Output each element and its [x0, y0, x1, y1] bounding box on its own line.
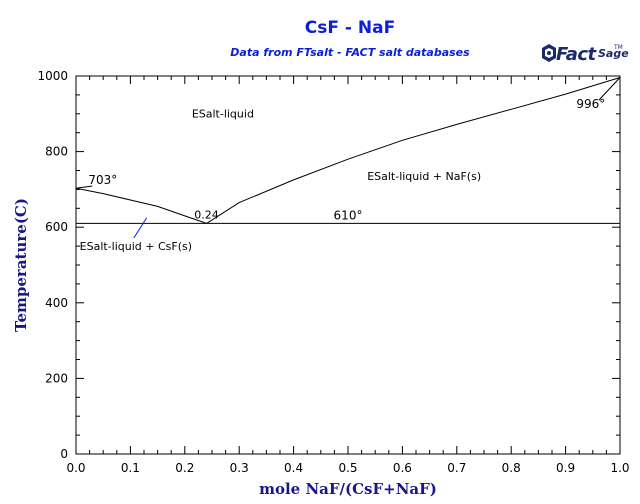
logo-trademark: TM — [614, 44, 623, 51]
region-label: ESalt-liquid — [192, 108, 254, 121]
chart-title: CsF - NaF — [304, 18, 396, 38]
y-tick-label: 1000 — [37, 69, 68, 83]
x-tick-label: 0.6 — [393, 461, 412, 475]
phase-boundary-line-2 — [206, 77, 621, 224]
x-tick-label: 0.3 — [230, 461, 249, 475]
factsage-logo: Fact Sage TM — [540, 40, 629, 68]
annotation-label: 610° — [334, 208, 363, 222]
x-axis-title: mole NaF/(CsF+NaF) — [259, 480, 437, 498]
x-tick-label: 1.0 — [610, 461, 629, 475]
annotation-label: 996° — [576, 97, 605, 111]
y-tick-label: 0 — [60, 447, 68, 461]
y-axis-title: Temperature(C) — [12, 198, 30, 332]
logo-text-fact: Fact — [556, 44, 596, 65]
region-leader-line — [133, 217, 148, 239]
y-tick-label: 600 — [45, 220, 68, 234]
annotation-label: 703° — [88, 173, 117, 187]
phase-boundary-line-1 — [75, 187, 207, 224]
annotation-label: 0.24 — [194, 208, 219, 221]
x-tick-label: 0.4 — [284, 461, 303, 475]
factsage-logo-icon — [542, 44, 556, 62]
x-tick-label: 0.7 — [447, 461, 466, 475]
x-tick-label: 0.5 — [338, 461, 357, 475]
region-label: ESalt-liquid + CsF(s) — [80, 240, 192, 253]
y-tick-label: 800 — [45, 145, 68, 159]
x-tick-label: 0.9 — [556, 461, 575, 475]
x-tick-label: 0.8 — [502, 461, 521, 475]
x-tick-label: 0.0 — [66, 461, 85, 475]
region-label: ESalt-liquid + NaF(s) — [367, 170, 481, 183]
plot-frame — [75, 75, 621, 455]
chart-subtitle: Data from FTsalt - FACT salt databases — [230, 46, 470, 59]
annotation-leader-line — [75, 185, 93, 189]
y-tick-label: 400 — [45, 296, 68, 310]
logo-text-sage: Sage — [598, 47, 629, 60]
annotation-leader-line — [598, 77, 621, 101]
x-tick-label: 0.2 — [175, 461, 194, 475]
y-tick-label: 200 — [45, 371, 68, 385]
x-tick-label: 0.1 — [121, 461, 140, 475]
